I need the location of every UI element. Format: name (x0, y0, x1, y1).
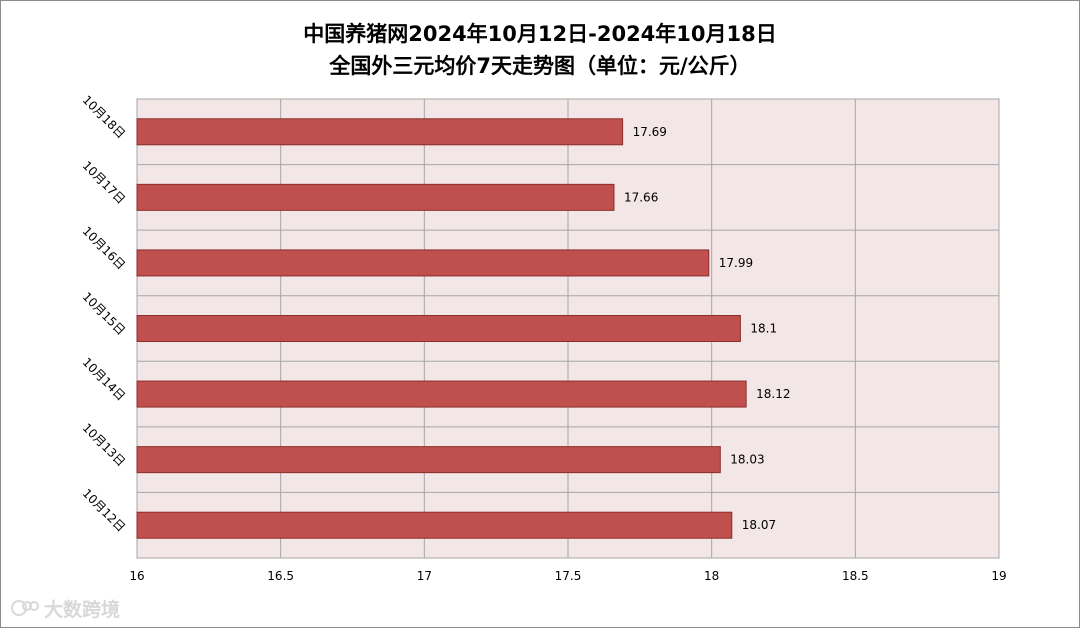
data-label: 18.12 (756, 387, 790, 401)
y-tick-label: 10月17日 (80, 158, 128, 206)
x-tick-label: 18.5 (842, 569, 869, 583)
bar (136, 511, 733, 539)
watermark-text: 大数跨境 (44, 598, 121, 621)
bar (136, 315, 741, 342)
data-label: 17.69 (633, 125, 667, 139)
bar (136, 380, 747, 408)
data-label: 18.03 (730, 453, 764, 467)
watermark-logo-icon (11, 600, 39, 616)
bar (136, 249, 710, 277)
y-tick-label: 10月18日 (80, 93, 128, 141)
y-tick-label: 10月12日 (80, 486, 128, 534)
y-tick-label: 10月16日 (80, 224, 128, 272)
x-tick-label: 16.5 (267, 569, 294, 583)
watermark: 大数跨境 (10, 594, 120, 622)
chart-title-line-2: 全国外三元均价7天走势图（单位：元/公斤） (329, 54, 751, 78)
data-label: 17.99 (719, 256, 753, 270)
y-tick-label: 10月13日 (80, 421, 128, 469)
data-label: 18.07 (742, 518, 776, 532)
y-tick-label: 10月14日 (80, 355, 128, 403)
x-tick-label: 17 (417, 569, 432, 583)
chart-title-line-1: 中国养猪网2024年10月12日-2024年10月18日 (303, 22, 777, 46)
x-tick-label: 17.5 (555, 569, 582, 583)
y-tick-label: 10月15日 (80, 289, 128, 337)
bar (136, 446, 721, 474)
data-label: 18.1 (750, 322, 777, 336)
x-tick-label: 19 (991, 569, 1006, 583)
x-tick-label: 18 (704, 569, 719, 583)
bar (136, 183, 615, 211)
x-tick-label: 16 (129, 569, 144, 583)
bar (136, 118, 624, 146)
data-label: 17.66 (624, 190, 658, 204)
